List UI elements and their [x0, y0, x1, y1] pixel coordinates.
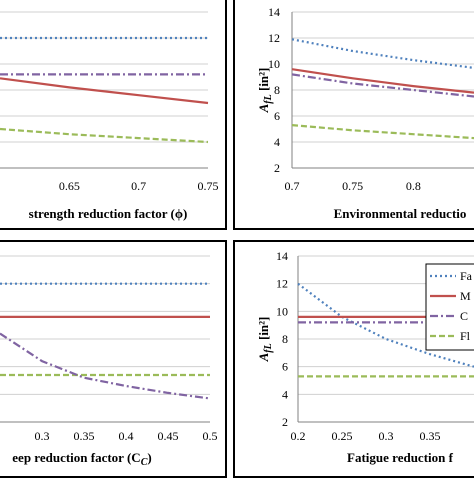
y-tick-label: 14 — [268, 5, 280, 19]
y-tick-label: 6 — [282, 360, 288, 374]
y-axis-title-subscript: fL — [263, 343, 274, 352]
x-tick-label: 0.75 — [342, 179, 363, 193]
series-line-4 — [291, 124, 474, 140]
y-axis-title-main: A — [256, 103, 271, 113]
x-tick-label: 0.25 — [332, 429, 353, 443]
x-axis-title-subscript: C — [141, 457, 148, 468]
y-tick-label: 14 — [276, 249, 288, 263]
series-line-4 — [0, 332, 211, 400]
x-axis-title: strength reduction factor (ϕ) — [29, 206, 188, 221]
legend-entry-label: Fa — [460, 269, 473, 283]
x-axis-title: eep reduction factor (CC) — [12, 450, 151, 468]
x-tick-label: 0.75 — [198, 179, 219, 193]
series-line-3 — [0, 77, 209, 105]
y-axis-title-unit: [in²] — [256, 317, 271, 344]
x-tick-label: 0.5 — [203, 429, 218, 443]
y-tick-label: 4 — [282, 387, 288, 401]
y-axis-title: AfL [in²] — [256, 317, 274, 363]
y-axis-title-main: A — [256, 352, 271, 362]
y-axis-title-unit: [in²] — [256, 68, 271, 95]
x-tick-label: 0.7 — [285, 179, 300, 193]
series-line-1 — [291, 38, 474, 69]
y-tick-label: 2 — [274, 161, 280, 175]
chart-panel-bottom-left: 0.3 0.35 0.4 0.45 0.5 eep reduction factor (C… — [0, 255, 218, 468]
y-tick-label: 8 — [274, 83, 280, 97]
x-tick-label: 0.4 — [119, 429, 134, 443]
x-tick-label: 0.2 — [291, 429, 306, 443]
y-tick-label: 6 — [274, 109, 280, 123]
x-tick-label: 0.3 — [35, 429, 50, 443]
y-axis-title: AfL [in²] — [256, 68, 274, 114]
x-tick-label: 0.35 — [74, 429, 95, 443]
chart-panel-top-right: 0.7 0.75 0.8 2 4 6 8 10 12 14 Environmental reduct… — [256, 5, 474, 221]
series-line-2 — [291, 68, 474, 94]
x-tick-label: 0.7 — [131, 179, 146, 193]
x-tick-label: 0.3 — [379, 429, 394, 443]
y-tick-label: 10 — [276, 304, 288, 318]
legend-entry-label: Fl — [460, 329, 471, 343]
series-line-3 — [291, 73, 474, 98]
y-axis-title-subscript: fL — [263, 94, 274, 103]
legend-entry-label: M — [460, 289, 471, 303]
y-tick-label: 4 — [274, 135, 280, 149]
series-line-1 — [297, 282, 474, 368]
x-axis-title: Fatigue reduction f — [347, 450, 454, 465]
y-tick-label: 10 — [268, 57, 280, 71]
chart-panel-top-left: 0.65 0.7 0.75 strength reduction factor (ϕ) — [0, 11, 219, 221]
x-tick-label: 0.8 — [406, 179, 421, 193]
y-tick-label: 12 — [268, 31, 280, 45]
y-tick-label: 8 — [282, 332, 288, 346]
x-axis-title: Environmental reductio — [334, 206, 467, 221]
x-axis-title-suffix: ) — [147, 450, 151, 465]
legend: Fa MC Fl — [425, 263, 474, 351]
x-tick-label: 0.35 — [420, 429, 441, 443]
x-tick-label: 0.65 — [59, 179, 80, 193]
series-line-4 — [0, 127, 209, 144]
y-tick-label: 12 — [276, 277, 288, 291]
y-tick-label: 2 — [282, 415, 288, 429]
x-tick-label: 0.45 — [158, 429, 179, 443]
legend-entry-label: C — [460, 309, 468, 323]
chart-panel-bottom-right: 0.2 0.25 0.3 0.35 2 4 6 8 10 12 14 Fatigue reductio… — [256, 249, 474, 465]
